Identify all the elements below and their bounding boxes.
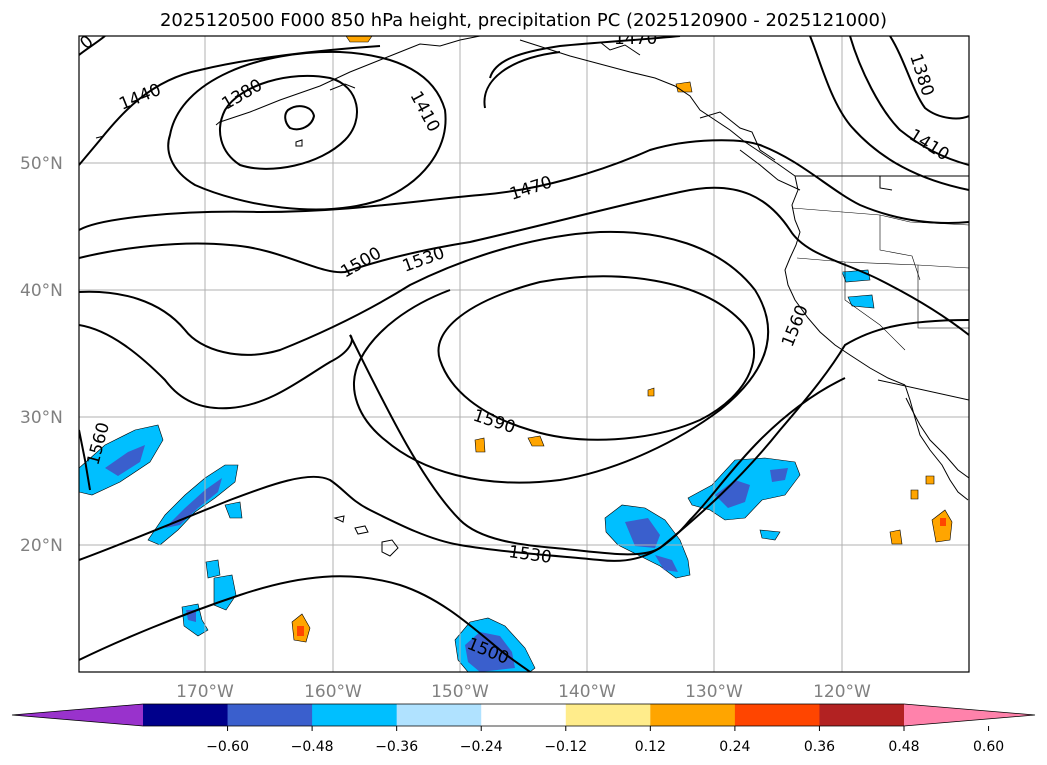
colorbar-tick-label: −0.60 xyxy=(206,739,249,755)
lon-label: 140°W xyxy=(558,682,616,702)
colorbar-tick-label: 0.12 xyxy=(635,739,666,755)
lon-label: 150°W xyxy=(431,682,489,702)
map-frame xyxy=(78,35,970,673)
height-contours xyxy=(79,36,969,672)
colorbar-segment xyxy=(565,704,651,726)
latitude-labels: 50°N 40°N 30°N 20°N xyxy=(20,154,63,556)
lat-label: 20°N xyxy=(20,536,63,556)
colorbar-segment xyxy=(734,704,820,726)
lat-label: 40°N xyxy=(20,281,63,301)
lat-label: 50°N xyxy=(20,154,63,174)
colorbar-segment xyxy=(819,704,905,726)
colorbar-tick-label: 0.48 xyxy=(888,739,919,755)
colorbar-tick-label: −0.36 xyxy=(375,739,418,755)
colorbar-extend-high xyxy=(904,704,1035,726)
colorbar-extend-low xyxy=(12,704,143,726)
colorbar-tick-label: 0.60 xyxy=(973,739,1004,755)
colorbar-tick-label: −0.12 xyxy=(544,739,587,755)
colorbar-tick-label: 0.36 xyxy=(804,739,835,755)
contour-label: 1470 xyxy=(614,29,657,49)
colorbar-segment xyxy=(227,704,313,726)
lon-label: 160°W xyxy=(304,682,362,702)
coastlines xyxy=(95,36,969,557)
colorbar-tick-label: −0.24 xyxy=(460,739,503,755)
lon-label: 130°W xyxy=(685,682,743,702)
colorbar-segment xyxy=(396,704,482,726)
colorbar-segment xyxy=(143,704,229,726)
colorbar-segment xyxy=(312,704,398,726)
colorbar-tick-label: −0.48 xyxy=(291,739,334,755)
colorbar: −0.60 −0.48 −0.36 −0.24 −0.12 0.12 0.24 0.36 0.4… xyxy=(11,703,1036,755)
map-title: 2025120500 F000 850 hPa height, precipit… xyxy=(159,10,888,31)
colorbar-segment xyxy=(650,704,736,726)
colorbar-tick-label: 0.24 xyxy=(719,739,750,755)
colorbar-segment xyxy=(481,704,567,726)
longitude-labels: 170°W 160°W 150°W 140°W 130°W 120°W xyxy=(176,682,871,702)
lat-label: 30°N xyxy=(20,408,63,428)
map-area xyxy=(79,36,969,672)
lon-label: 170°W xyxy=(176,682,234,702)
lon-label: 120°W xyxy=(813,682,871,702)
colorbar-outline xyxy=(11,703,1036,727)
